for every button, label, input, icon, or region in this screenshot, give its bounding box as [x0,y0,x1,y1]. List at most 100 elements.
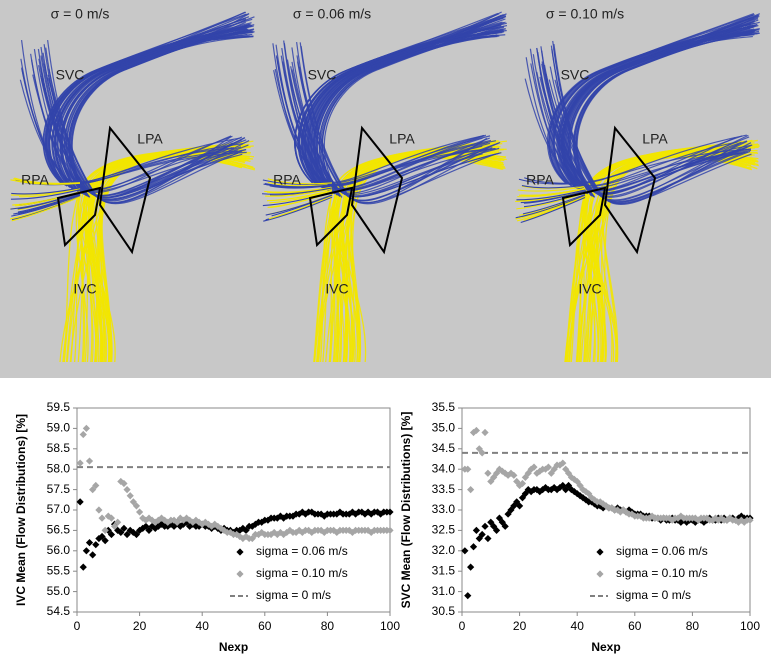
y-tick-label: 32.0 [432,543,456,557]
data-point [292,528,300,537]
data-point [120,479,128,488]
rpa-streamline [263,183,333,188]
svc-streamline [310,25,498,192]
data-point [665,514,673,522]
data-point [608,504,616,512]
panel-title: σ = 0 m/s [51,6,110,22]
y-tick-label: 31.5 [432,563,456,577]
data-point [723,516,731,524]
data-point [556,483,564,492]
data-point [553,486,561,494]
rpa-streamline [261,187,333,195]
y-axis-label: IVC Mean (Flow Distributions) [%] [14,414,28,606]
y-tick-label: 55.0 [47,584,71,598]
x-tick-label: 60 [258,619,272,633]
data-point [475,445,483,453]
data-point [170,522,178,530]
data-point [386,526,394,534]
data-point [298,528,306,537]
x-tick-label: 20 [133,619,147,633]
data-point [533,469,541,477]
data-point [89,551,97,559]
label-rpa: RPA [21,172,49,188]
data-point [176,522,184,530]
data-point [740,518,748,526]
data-point [734,518,743,526]
data-point [154,522,162,530]
data-point [596,502,604,510]
data-point [283,528,291,537]
data-point [691,514,699,522]
data-point [236,526,244,534]
data-point [711,514,720,522]
data-point [469,543,478,551]
x-tick-label: 60 [628,619,642,633]
label-ivc: IVC [325,281,348,297]
svc-streamline [298,66,497,204]
legend-marker [236,570,244,578]
y-tick-label: 33.0 [432,502,456,516]
rpa-streamline [519,187,586,196]
label-rpa: RPA [273,172,301,188]
rpa-streamline [19,188,81,198]
data-point [320,528,328,537]
label-ivc: IVC [73,281,96,297]
panel-title: σ = 0.10 m/s [546,6,624,22]
y-tick-label: 58.5 [47,441,71,455]
svc-streamline [302,21,503,188]
y-tick-label: 54.5 [47,604,71,618]
data-point [564,469,573,477]
lpa-plane [350,125,404,255]
rpa-streamline [11,194,81,217]
data-point [176,514,184,522]
data-point [521,473,529,481]
data-point [495,514,504,522]
data-point [132,530,141,539]
rpa-plane [561,186,607,248]
rpa-streamline [521,184,586,189]
flow-panel: σ = 0 m/s SVC LPA RPA IVC [10,6,256,363]
data-point [101,526,109,534]
data-point [467,563,475,571]
data-point [348,508,357,516]
data-point [518,494,527,502]
data-point [364,526,372,534]
data-point [588,494,596,502]
data-point [544,463,552,471]
data-point [142,522,150,530]
data-point [139,514,147,522]
data-point [527,465,535,473]
label-lpa: LPA [642,131,668,147]
data-point [734,514,743,522]
flow-panel: σ = 0.06 m/s SVC LPA RPA IVC [261,6,508,363]
rpa-streamline [267,178,333,185]
y-tick-label: 31.0 [432,584,456,598]
data-point [527,488,535,496]
legend-label: sigma = 0.06 m/s [616,544,708,558]
data-point [145,514,153,522]
data-point [242,526,250,534]
rpa-streamline [522,194,586,215]
label-ivc: IVC [578,281,601,297]
data-point [286,526,294,534]
svc-streamline [554,79,740,205]
data-point [501,469,509,477]
data-point [157,514,166,522]
data-point [333,528,341,537]
legend-label: sigma = 0 m/s [616,588,691,602]
label-rpa: RPA [526,172,554,188]
data-point [129,498,137,506]
rpa-streamline [521,195,586,218]
data-point [89,486,97,494]
data-point [521,490,529,498]
data-point [628,510,636,518]
y-tick-label: 35.0 [432,421,456,435]
data-point [251,520,260,528]
data-point [179,516,188,524]
rpa-plane [56,186,102,248]
data-point [123,486,131,494]
data-point [107,530,116,539]
legend-label: sigma = 0.10 m/s [616,566,708,580]
data-point [622,508,630,516]
